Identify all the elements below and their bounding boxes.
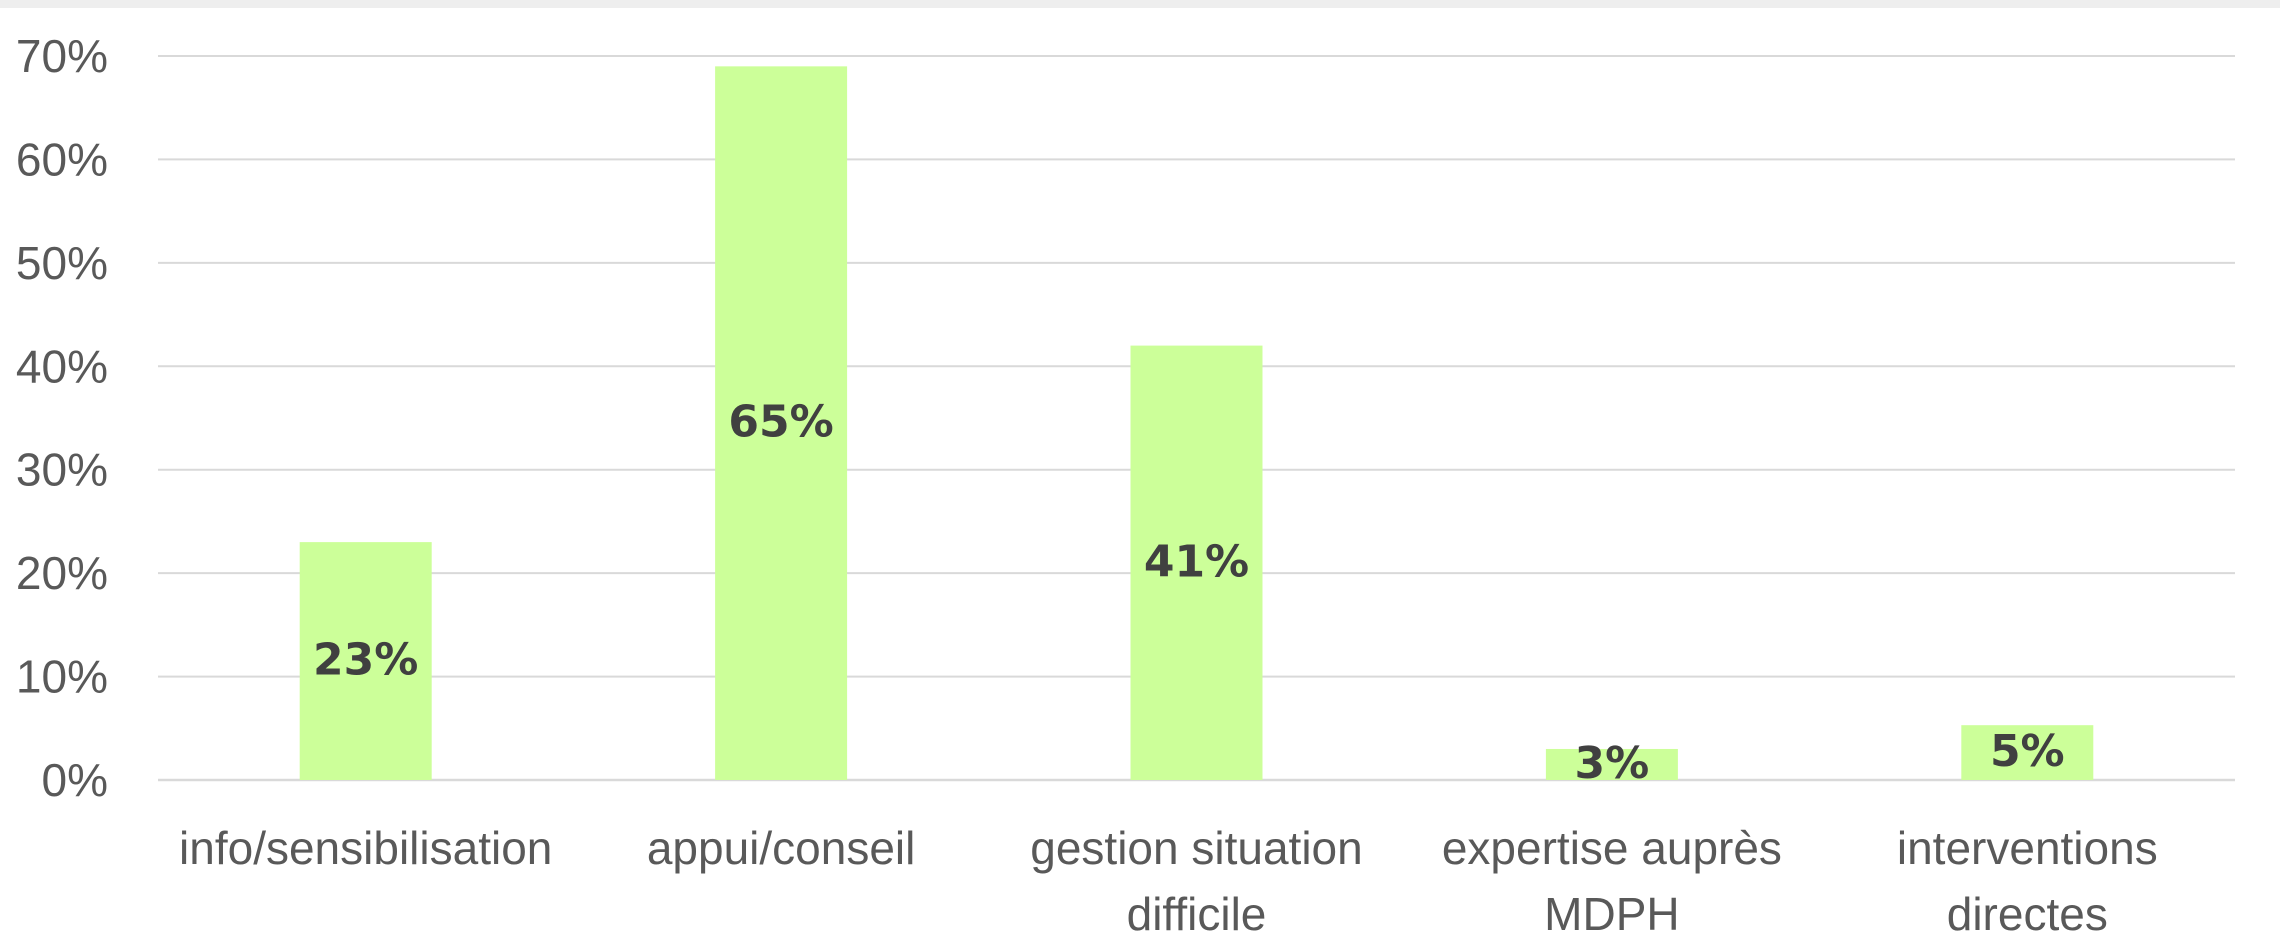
data-label: 65% <box>728 397 833 448</box>
category-label: appui/conseil <box>647 822 916 874</box>
bar <box>715 66 848 781</box>
data-label: 41% <box>1144 536 1249 587</box>
category-label: difficile <box>1127 888 1267 933</box>
bars <box>299 66 2094 781</box>
y-tick-label: 40% <box>16 340 108 392</box>
category-label: gestion situation <box>1030 822 1362 874</box>
category-label: directes <box>1947 888 2108 933</box>
y-tick-label: 10% <box>16 651 108 703</box>
category-label: info/sensibilisation <box>179 822 552 874</box>
y-tick-label: 50% <box>16 237 108 289</box>
data-label: 5% <box>1990 726 2065 777</box>
y-tick-label: 30% <box>16 444 108 496</box>
y-tick-label: 60% <box>16 133 108 185</box>
bar <box>1545 748 1678 780</box>
data-label: 23% <box>313 635 418 686</box>
data-labels: 23% 65% 41% 3% 5% <box>313 397 2065 789</box>
y-axis-tick-labels: 0% 10% 20% 30% 40% 50% 60% 70% <box>16 30 108 806</box>
bar <box>299 542 432 780</box>
x-axis-category-labels: info/sensibilisation appui/conseil gestion… <box>179 822 2158 933</box>
category-label: interventions <box>1897 822 2158 874</box>
top-border-strip <box>0 0 2280 8</box>
category-label: MDPH <box>1544 888 1679 933</box>
y-tick-label: 70% <box>16 30 108 82</box>
bar <box>1961 725 2094 780</box>
bar <box>1130 345 1263 780</box>
y-tick-label: 20% <box>16 547 108 599</box>
category-label: expertise auprès <box>1442 822 1782 874</box>
y-tick-label: 0% <box>42 754 108 806</box>
data-label: 3% <box>1575 738 1650 789</box>
